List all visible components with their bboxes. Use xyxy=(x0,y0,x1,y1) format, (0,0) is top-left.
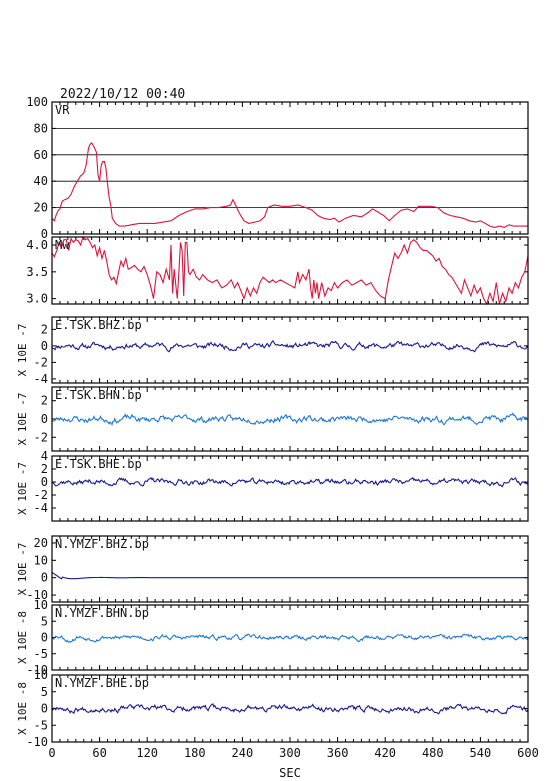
x-tick-label: 240 xyxy=(232,746,254,760)
panel-frame xyxy=(51,535,529,603)
x-tick-label: 0 xyxy=(48,746,55,760)
y-tick-label: -4 xyxy=(34,501,48,515)
unit-label: X 10E -7 xyxy=(16,462,29,515)
data-trace xyxy=(51,703,529,715)
unit-label: X 10E -8 xyxy=(16,682,29,735)
y-tick-label: 2 xyxy=(41,462,48,476)
y-tick-label: 20 xyxy=(34,201,48,215)
panel-mw: 3.0 3.5 4.0 Mw xyxy=(26,235,529,306)
y-tick-label: 80 xyxy=(34,121,48,135)
panel-frame xyxy=(51,101,529,235)
y-tick-label: 5 xyxy=(41,614,48,628)
unit-label: X 10E -7 xyxy=(16,393,29,446)
x-tick-label: 540 xyxy=(470,746,492,760)
unit-label: X 10E -8 xyxy=(16,611,29,664)
y-tick-label: 0 xyxy=(41,702,48,716)
x-axis-ticks: 0 60 120 180 240 300 360 420 480 540 600 xyxy=(48,746,538,760)
data-trace xyxy=(51,340,529,353)
chart-title: 2022/10/12 00:40 xyxy=(60,87,185,102)
y-tick-label: 5 xyxy=(41,685,48,699)
panel-label: E.TSK.BHN.bp xyxy=(55,388,142,402)
data-trace xyxy=(51,142,528,228)
x-tick-label: 600 xyxy=(517,746,539,760)
panel-vr: 0 20 40 60 80 100 VR xyxy=(26,95,529,241)
panel-label: N.YMZF.BHE.bp xyxy=(55,676,149,690)
y-tick-label: 3.0 xyxy=(26,292,48,306)
panel-label: N.YMZF.BHZ.bp xyxy=(55,537,149,551)
x-axis-label: SEC xyxy=(279,766,301,780)
y-tick-label: 3.5 xyxy=(26,265,48,279)
y-tick-label: -5 xyxy=(34,647,48,661)
y-tick-label: -5 xyxy=(34,718,48,732)
y-tick-label: 0 xyxy=(41,227,48,241)
y-tick-label: -2 xyxy=(34,430,48,444)
data-trace xyxy=(51,412,529,426)
x-tick-label: 60 xyxy=(92,746,106,760)
y-tick-label: 4.0 xyxy=(26,238,48,252)
y-tick-label: 0 xyxy=(41,571,48,585)
y-tick-label: 2 xyxy=(41,322,48,336)
panel-e-tsk-bhn-bp: -2 0 2 E.TSK.BHN.bp X 10E -7 xyxy=(16,386,529,452)
x-tick-label: 120 xyxy=(136,746,158,760)
y-tick-label: 40 xyxy=(34,174,48,188)
panel-n-ymzf-bhn-bp: -10 -5 0 5 10 N.YMZF.BHN.bp X 10E -8 xyxy=(16,598,529,677)
y-tick-label: 10 xyxy=(34,598,48,612)
y-tick-label: 2 xyxy=(41,394,48,408)
panel-frame xyxy=(51,604,529,671)
panel-frame xyxy=(51,316,529,384)
data-trace xyxy=(51,572,528,580)
y-tick-label: -10 xyxy=(26,588,48,602)
data-trace xyxy=(51,235,529,306)
y-tick-label: 100 xyxy=(26,95,48,109)
panel-e-tsk-bhz-bp: -4 -2 0 2 E.TSK.BHZ.bp X 10E -7 xyxy=(16,316,529,386)
y-tick-label: 10 xyxy=(34,553,48,567)
x-tick-label: 180 xyxy=(184,746,206,760)
y-tick-label: -10 xyxy=(26,735,48,749)
panel-label: VR xyxy=(55,103,70,117)
panel-label: E.TSK.BHE.bp xyxy=(55,457,142,471)
y-tick-label: 0 xyxy=(41,475,48,489)
panel-frame xyxy=(51,386,529,452)
x-tick-label: 420 xyxy=(374,746,396,760)
y-tick-label: -10 xyxy=(26,663,48,677)
unit-label: X 10E -7 xyxy=(16,543,29,596)
y-tick-label: -4 xyxy=(34,372,48,386)
y-tick-label: 60 xyxy=(34,148,48,162)
x-tick-label: 480 xyxy=(422,746,444,760)
x-tick-label: 360 xyxy=(327,746,349,760)
panel-label: N.YMZF.BHN.bp xyxy=(55,606,149,620)
panel-frame xyxy=(51,674,529,743)
y-tick-label: 0 xyxy=(41,339,48,353)
y-tick-label: 10 xyxy=(34,668,48,682)
unit-label: X 10E -7 xyxy=(16,324,29,377)
y-tick-label: -2 xyxy=(34,488,48,502)
panel-label: E.TSK.BHZ.bp xyxy=(55,318,142,332)
y-tick-label: 0 xyxy=(41,631,48,645)
y-tick-label: 20 xyxy=(34,536,48,550)
panel-frame xyxy=(51,236,529,305)
panel-n-ymzf-bhz-bp: -10 0 10 20 N.YMZF.BHZ.bp X 10E -7 xyxy=(16,535,529,603)
y-tick-label: 0 xyxy=(41,412,48,426)
y-tick-label: -2 xyxy=(34,355,48,369)
data-trace xyxy=(51,476,529,488)
data-trace xyxy=(51,633,529,644)
panel-frame xyxy=(51,455,529,522)
y-tick-label: 4 xyxy=(41,449,48,463)
panel-n-ymzf-bhe-bp: -10 -5 0 5 10 N.YMZF.BHE.bp X 10E -8 xyxy=(16,668,529,749)
x-tick-label: 300 xyxy=(279,746,301,760)
panel-label: Mw xyxy=(55,238,70,252)
